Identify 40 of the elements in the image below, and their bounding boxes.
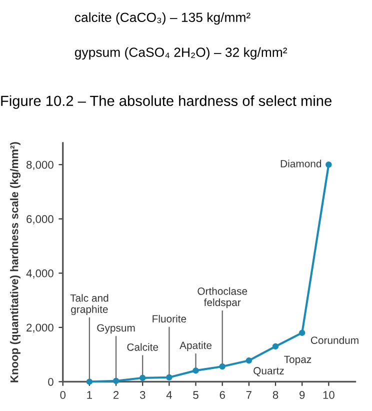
annotation: Calcite (127, 343, 158, 351)
x-tick-label: 6 (220, 391, 225, 399)
x-tick-label: 9 (300, 391, 305, 399)
annotation: Quartz (254, 367, 284, 376)
point (219, 363, 226, 370)
y-tick-label: 6,000 (26, 215, 54, 224)
point (272, 343, 279, 350)
x-tick-label: 8 (272, 391, 278, 399)
point (166, 374, 172, 380)
annotation: Diamond (280, 160, 322, 168)
annotation: Orthoclase feldspar (198, 287, 248, 308)
annotation: Gypsum (97, 324, 135, 334)
point (326, 161, 332, 168)
chart-title: Figure 10.2 – The absolute hardness of select mine (1, 95, 332, 109)
annotation: Apatite (180, 341, 212, 352)
text: gypsum (CaSO₄ 2H₂O) – 32 kg/mm² (74, 47, 288, 60)
x-tick-label: 10 (323, 391, 334, 399)
y-tick-label: 8,000 (26, 160, 54, 170)
annotation: Talc and graphite (70, 294, 108, 316)
annotation: Fluorite (152, 314, 186, 323)
annotation: Corundum (310, 336, 358, 344)
point (112, 378, 120, 384)
point (246, 357, 252, 364)
y-axis-title: Knoop (quantitative) hardness scale (kg/mm²) (10, 142, 20, 382)
x-tick-label: 0 (60, 391, 66, 399)
annotation: Topaz (284, 356, 312, 366)
point (192, 367, 199, 374)
point (298, 330, 306, 336)
text: calcite (CaCO₃) – 135 kg/mm² (74, 12, 250, 25)
y-tick-label: 2,000 (26, 324, 54, 333)
x-tick-label: 5 (193, 391, 198, 399)
x-tick-label: 4 (166, 391, 172, 399)
point (139, 374, 146, 382)
x-tick-label: 3 (140, 391, 146, 399)
x-tick-label: 2 (114, 391, 119, 399)
x-tick-label: 1 (87, 391, 92, 399)
point (86, 378, 93, 385)
y-tick-label: 4,000 (26, 269, 54, 279)
y-tick-label: 0 (48, 378, 54, 386)
x-tick-label: 7 (246, 391, 252, 399)
